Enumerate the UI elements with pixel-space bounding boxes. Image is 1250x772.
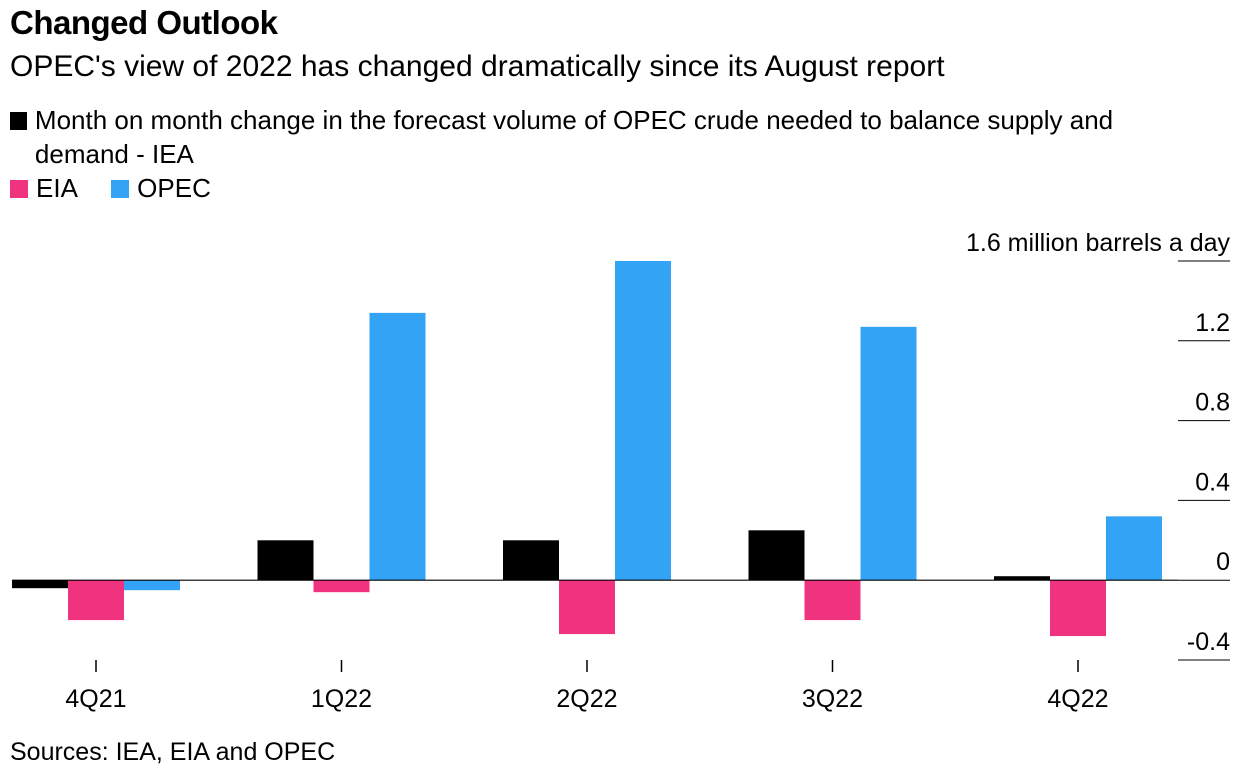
legend-label-iea: Month on month change in the forecast vo…	[34, 105, 1114, 169]
chart-subtitle: OPEC's view of 2022 has changed dramatic…	[10, 50, 945, 83]
bar-iea-4q22	[994, 576, 1050, 581]
legend-row: EIA OPEC	[10, 171, 1230, 205]
bar-opec-1q22	[369, 312, 426, 581]
source-note: Sources: IEA, EIA and OPEC	[10, 738, 336, 766]
legend-swatch-opec	[111, 180, 130, 198]
legend-item-iea: Month on month change in the forecast vo…	[10, 103, 1204, 171]
bar-eia-3q22	[804, 580, 861, 621]
legend-swatch-iea	[10, 112, 27, 130]
bar-iea-3q22	[748, 530, 805, 581]
x-tick-label: 3Q22	[802, 685, 863, 713]
bar-eia-2q22	[559, 580, 615, 635]
bar-eia-1q22	[313, 580, 370, 593]
legend-item-eia: EIA	[10, 171, 78, 205]
legend-item-opec: OPEC	[111, 171, 211, 205]
bar-iea-1q22	[257, 540, 314, 581]
legend: Month on month change in the forecast vo…	[10, 103, 1230, 205]
bar-iea-2q22	[503, 540, 559, 581]
bar-eia-4q21	[68, 580, 124, 621]
x-tick-label: 4Q21	[65, 685, 126, 713]
x-tick-label: 4Q22	[1047, 685, 1108, 713]
y-tick-label: 0.4	[1195, 468, 1230, 496]
y-tick-label: 1.2	[1195, 309, 1230, 337]
x-tick-label: 2Q22	[556, 685, 617, 713]
y-tick-label: 1.6 million barrels a day	[966, 229, 1231, 257]
bar-opec-4q22	[1106, 516, 1162, 581]
x-tick-label: 1Q22	[311, 685, 372, 713]
y-tick-label: -0.4	[1187, 628, 1230, 656]
legend-row: Month on month change in the forecast vo…	[10, 103, 1230, 171]
bar-iea-4q21	[12, 580, 68, 589]
y-tick-label: 0	[1216, 548, 1230, 576]
bar-eia-4q22	[1050, 580, 1106, 637]
legend-label-opec: OPEC	[137, 173, 211, 203]
bar-opec-3q22	[860, 326, 917, 581]
legend-swatch-eia	[10, 180, 28, 198]
chart-title: Changed Outlook	[10, 4, 278, 41]
y-tick-label: 0.8	[1195, 389, 1230, 417]
bar-opec-4q21	[124, 580, 180, 591]
legend-label-eia: EIA	[36, 173, 78, 203]
bar-opec-2q22	[615, 261, 671, 581]
